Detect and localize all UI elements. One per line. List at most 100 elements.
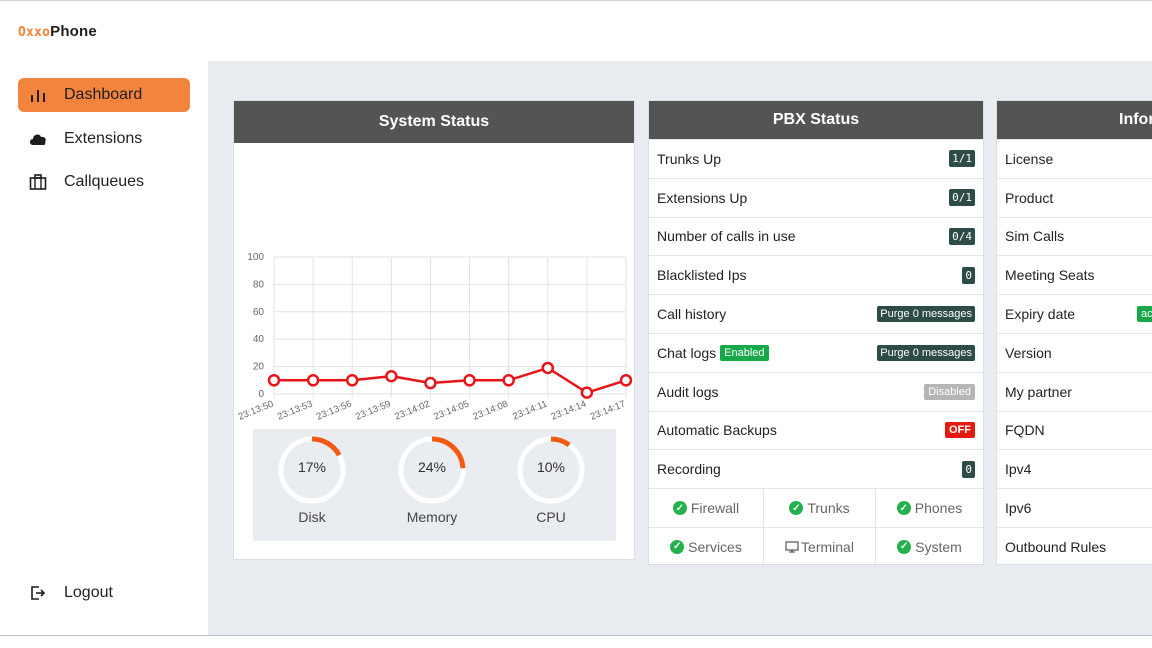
logout-icon — [26, 585, 50, 601]
row-label: Outbound Rules — [1005, 538, 1107, 555]
row-label: Audit logs — [657, 383, 719, 400]
bar-chart-icon — [26, 87, 50, 103]
info-row-meeting-seats: Meeting Seats — [997, 255, 1152, 294]
sidebar-item-dashboard[interactable]: Dashboard — [18, 78, 190, 112]
check-circle-icon: ✓ — [789, 501, 804, 516]
count-badge: 0 — [962, 266, 975, 284]
purge-chat-logs-button[interactable]: Purge 0 messages — [877, 344, 975, 361]
sidebar-item-label: Dashboard — [64, 86, 143, 103]
y-tick-label: 0 — [258, 389, 264, 400]
count-badge: 0/4 — [949, 227, 975, 245]
data-point — [541, 361, 555, 375]
check-circle-icon: ✓ — [672, 501, 687, 516]
y-tick-label: 60 — [253, 307, 265, 318]
count-badge: 0/1 — [949, 189, 975, 207]
cloud-icon — [26, 132, 50, 146]
row-label: Automatic Backups — [657, 422, 777, 439]
row-label: Ipv6 — [1005, 500, 1032, 517]
sidebar-item-callqueues[interactable]: Callqueues — [18, 165, 190, 199]
x-tick-label: 23:14:02 — [393, 399, 431, 423]
pbx-row-automatic-backups: Automatic Backups OFF — [649, 410, 983, 450]
gauge-percent: 17% — [297, 459, 327, 475]
gauge-label: Disk — [298, 509, 326, 525]
data-point — [463, 374, 476, 387]
series-line — [274, 366, 627, 394]
x-tick-label: 23:14:17 — [589, 399, 627, 423]
service-terminal[interactable]: Terminal — [764, 527, 876, 567]
row-label: Number of calls in use — [657, 228, 796, 245]
gauge-cpu: 10% CPU — [516, 435, 586, 525]
data-point — [345, 374, 359, 387]
row-label: Meeting Seats — [1005, 267, 1095, 284]
system-status-card: System Status 100 80 60 40 20 0 23:13:50 23:13:… — [233, 100, 635, 560]
row-label: My partner — [1005, 383, 1072, 400]
logo[interactable]: OxxoPhone — [18, 23, 97, 40]
pbx-row-chat-logs: Chat logs Enabled Purge 0 messages — [649, 332, 983, 372]
row-label: License — [1005, 150, 1054, 167]
service-services[interactable]: ✓ Services — [649, 527, 764, 567]
gauge-label: Memory — [406, 509, 458, 525]
pbx-row-extensions-up: Extensions Up 0/1 — [649, 177, 983, 217]
pbx-row-trunks-up: Trunks Up 1/1 — [649, 139, 983, 178]
row-label-group: Chat logs Enabled — [657, 344, 769, 361]
service-phones[interactable]: ✓ Phones — [876, 489, 983, 528]
count-badge: 1/1 — [949, 150, 975, 168]
sidebar-item-label: Callqueues — [64, 173, 145, 190]
disabled-badge: Disabled — [924, 383, 975, 400]
service-system[interactable]: ✓ System — [876, 528, 983, 567]
count-badge: 0 — [962, 460, 975, 478]
gauge-arc — [278, 436, 346, 504]
row-label: Version — [1005, 344, 1052, 361]
window-bottom-edge — [0, 635, 1152, 648]
info-row-fqdn: FQDN — [997, 410, 1152, 450]
logo-part-oxxo: Oxxo — [18, 25, 51, 40]
gauge-arc — [517, 436, 585, 504]
briefcase-icon — [26, 174, 50, 190]
service-firewall[interactable]: ✓ Firewall — [649, 489, 764, 528]
row-label: Expiry date — [1005, 306, 1076, 323]
check-circle-icon: ✓ — [897, 539, 912, 554]
data-point — [580, 386, 594, 399]
dashboard-main: System Status 100 80 60 40 20 0 23:13:50 23:13:… — [208, 61, 1152, 635]
logout-label: Logout — [64, 584, 113, 601]
logo-part-phone: Phone — [50, 23, 97, 40]
y-tick-label: 20 — [253, 362, 265, 373]
pbx-row-audit-logs: Audit logs Disabled — [649, 371, 983, 411]
active-badge: ac — [1137, 306, 1152, 323]
purge-call-history-button[interactable]: Purge 0 messages — [877, 306, 975, 323]
info-row-ipv4: Ipv4 — [997, 449, 1152, 488]
info-row-version: Version — [997, 332, 1152, 372]
info-row-license: License — [997, 139, 1152, 178]
row-label: Recording — [657, 461, 721, 478]
top-bar: OxxoPhone — [0, 1, 1152, 61]
x-tick-label: 23:14:05 — [432, 399, 470, 423]
pbx-row-blacklisted-ips: Blacklisted Ips 0 — [649, 255, 983, 294]
info-row-outbound-rules: Outbound Rules — [997, 526, 1152, 564]
service-label: Terminal — [801, 538, 854, 555]
row-label: Extensions Up — [657, 189, 748, 206]
resource-gauges: 17% Disk 24% Memory 10% CPU — [253, 429, 616, 541]
enabled-badge: Enabled — [720, 344, 769, 361]
sidebar-item-extensions[interactable]: Extensions — [18, 122, 190, 156]
sidebar: Dashboard Extensions Callqueues Logout — [0, 61, 208, 635]
data-point — [267, 374, 281, 387]
x-tick-label: 23:13:53 — [276, 399, 314, 423]
data-point — [502, 374, 515, 387]
gauge-percent: 24% — [417, 459, 447, 475]
info-row-my-partner: My partner — [997, 371, 1152, 411]
pbx-row-call-history: Call history Purge 0 messages — [649, 294, 983, 333]
row-label: Product — [1005, 189, 1054, 206]
row-label: Blacklisted Ips — [657, 267, 747, 284]
service-label: Trunks — [807, 500, 850, 517]
x-tick-label: 23:13:59 — [354, 399, 392, 423]
logout-button[interactable]: Logout — [18, 576, 190, 610]
service-label: Services — [688, 538, 742, 555]
gauge-label: CPU — [536, 509, 566, 525]
pbx-row-recording: Recording 0 — [649, 449, 983, 488]
x-tick-label: 23:13:50 — [237, 399, 275, 423]
service-trunks[interactable]: ✓ Trunks — [764, 489, 876, 528]
monitor-icon — [785, 541, 799, 553]
y-tick-label: 80 — [253, 279, 265, 290]
x-tick-label: 23:13:56 — [315, 399, 353, 423]
